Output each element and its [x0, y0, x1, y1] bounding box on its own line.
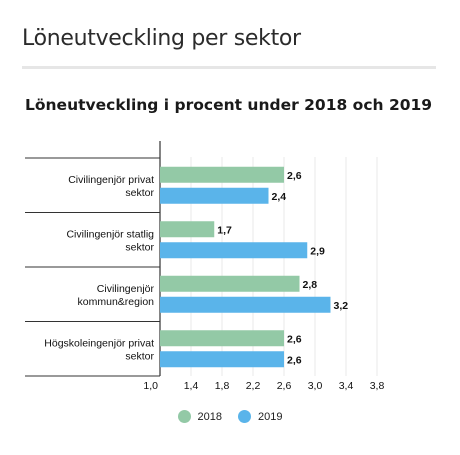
bar-2019-2: [160, 296, 331, 313]
legend-item-2018[interactable]: 2018: [177, 410, 222, 423]
x-tick-label-7: 3,8: [370, 380, 385, 392]
x-tick-label-0: 1,0: [143, 380, 158, 392]
bar-2018-2: [160, 275, 300, 292]
bar-2018-0: [160, 166, 284, 183]
data-label-2018-1: 1,7: [217, 224, 232, 236]
category-label-0: Civilingenjör privat sektor: [68, 174, 154, 199]
chart-legend: 2018 2019: [0, 410, 460, 423]
x-tick-label-6: 3,4: [339, 380, 354, 392]
data-label-2019-1: 2,9: [310, 245, 325, 257]
category-label-3: Högskoleingenjör privat sektor: [44, 337, 154, 362]
x-tick-label-2: 1,8: [215, 380, 230, 392]
legend-label-2019: 2019: [258, 410, 283, 423]
header-divider: [22, 66, 436, 69]
x-tick-label-5: 3,0: [308, 380, 323, 392]
legend-swatch-2019: [238, 410, 251, 423]
category-label-1: Civilingenjör statlig sektor: [66, 228, 154, 253]
data-label-2018-0: 2,6: [287, 170, 302, 182]
data-label-2019-3: 2,6: [287, 354, 302, 366]
bar-2019-0: [160, 187, 269, 204]
legend-item-2019[interactable]: 2019: [238, 410, 282, 423]
page-title: Löneutveckling per sektor: [22, 26, 301, 51]
legend-swatch-2018: [177, 410, 191, 423]
chart-title: Löneutveckling i procent under 2018 och …: [25, 96, 433, 114]
bar-2018-3: [160, 330, 284, 347]
data-label-2019-0: 2,4: [272, 191, 287, 203]
legend-label-2018: 2018: [197, 410, 222, 423]
x-tick-label-4: 2,6: [277, 380, 292, 392]
x-tick-label-1: 1,4: [184, 380, 199, 392]
data-label-2018-3: 2,6: [287, 333, 302, 345]
bar-2018-1: [160, 221, 215, 238]
data-label-2019-2: 3,2: [334, 300, 349, 312]
data-label-2018-2: 2,8: [303, 279, 318, 291]
bar-2019-3: [160, 351, 284, 368]
category-label-2: Civilingenjör kommun&region: [78, 283, 155, 308]
x-tick-label-3: 2,2: [246, 380, 261, 392]
bar-2019-1: [160, 242, 308, 259]
